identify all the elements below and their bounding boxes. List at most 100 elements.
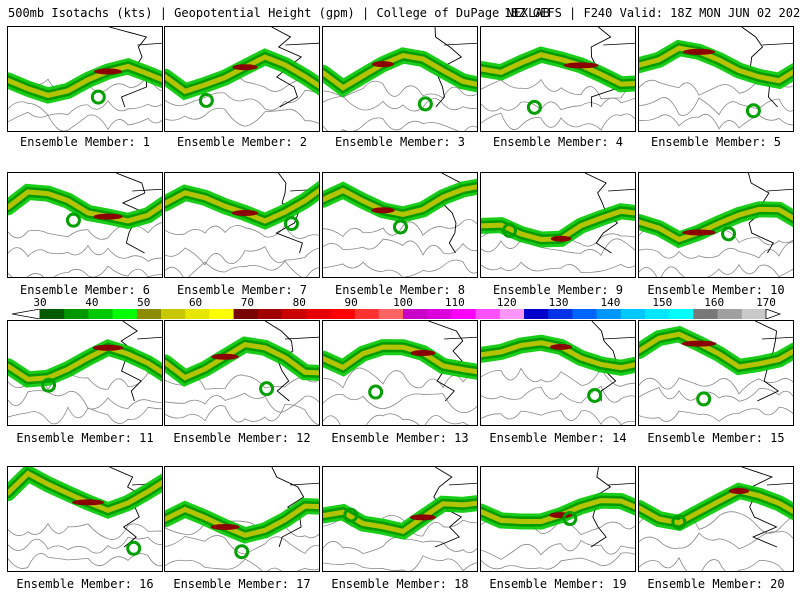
legend-tick-label: 40 — [85, 296, 99, 309]
height-contour — [8, 390, 162, 410]
ensemble-member-map — [638, 26, 794, 132]
border-line — [137, 42, 162, 46]
height-contour — [323, 117, 477, 131]
height-contour — [8, 222, 162, 240]
jet-band-inner — [639, 206, 793, 243]
ensemble-member-map — [322, 172, 478, 278]
closed-low-ring — [126, 540, 142, 556]
height-contour — [639, 114, 793, 130]
jet-core — [681, 340, 717, 347]
height-contour — [165, 90, 319, 111]
map-plot — [165, 467, 319, 571]
height-contour — [481, 539, 635, 560]
legend-left-arrow — [12, 309, 41, 319]
height-contour — [481, 78, 635, 99]
legend-color-swatch — [306, 309, 331, 319]
height-contour — [8, 244, 162, 262]
legend-color-swatch — [136, 309, 162, 319]
height-contour — [8, 111, 162, 131]
legend-tick-label: 170 — [756, 296, 776, 309]
jet-band-inner — [323, 500, 477, 534]
height-contour — [323, 95, 477, 112]
ensemble-member-map — [480, 172, 636, 278]
height-contour — [323, 259, 477, 277]
ensemble-member-map — [480, 26, 636, 132]
legend-tick-label: 140 — [600, 296, 621, 309]
map-plot — [165, 321, 319, 425]
ensemble-member-caption: Ensemble Member: 10 — [647, 283, 785, 297]
closed-low-ring — [393, 219, 409, 235]
ensemble-member-caption: Ensemble Member: 18 — [331, 577, 469, 591]
height-contour — [639, 97, 793, 116]
border-line — [766, 482, 793, 486]
ensemble-member-caption: Ensemble Member: 8 — [334, 283, 466, 297]
closed-low-ring — [65, 212, 81, 228]
ensemble-member-caption: Ensemble Member: 17 — [173, 577, 311, 591]
ensemble-member-map — [7, 26, 163, 132]
height-contour — [165, 535, 319, 555]
jet-core — [682, 48, 716, 55]
height-contour — [165, 558, 319, 571]
closed-low-ring — [502, 222, 518, 238]
map-plot — [639, 173, 793, 277]
legend-tick-label: 150 — [652, 296, 673, 309]
border-line — [603, 42, 635, 46]
map-plot — [481, 173, 635, 274]
height-contour — [639, 556, 793, 571]
ensemble-member-caption: Ensemble Member: 12 — [173, 431, 311, 445]
legend-color-swatch — [572, 309, 598, 319]
coastline — [271, 467, 305, 548]
ensemble-member-map — [638, 466, 794, 572]
map-plot — [8, 173, 162, 277]
legend-tick-label: 80 — [292, 296, 306, 309]
legend-tick-label: 160 — [704, 296, 725, 309]
legend-color-swatch — [354, 309, 380, 319]
height-contour — [165, 246, 319, 266]
map-plot — [165, 27, 319, 127]
legend-color-swatch — [161, 309, 186, 319]
jet-core — [94, 68, 122, 75]
border-line — [603, 336, 635, 340]
ensemble-member-map — [638, 172, 794, 278]
legend-tick-label: 60 — [188, 296, 203, 309]
ensemble-member-caption: Ensemble Member: 11 — [16, 431, 154, 445]
closed-low-ring — [671, 514, 687, 530]
height-contour — [8, 522, 162, 541]
legend-color-swatch — [596, 309, 622, 319]
closed-low-ring — [721, 226, 737, 242]
height-contour — [165, 107, 319, 127]
jet-core — [92, 344, 124, 351]
jet-core — [93, 213, 123, 220]
height-contour — [639, 241, 793, 259]
legend-tick-label: 90 — [344, 296, 358, 309]
legend-color-swatch — [524, 309, 549, 319]
border-line — [444, 336, 477, 340]
jet-core — [371, 207, 395, 214]
height-contour — [165, 224, 319, 239]
ensemble-member-map — [164, 320, 320, 426]
height-contour — [165, 520, 319, 539]
closed-low-ring — [283, 216, 299, 232]
map-plot — [481, 321, 635, 425]
jet-core — [210, 523, 240, 530]
ensemble-member-caption: Ensemble Member: 3 — [334, 135, 466, 149]
height-contour — [639, 531, 793, 550]
map-plot — [323, 27, 477, 131]
ensemble-member-caption: Ensemble Member: 7 — [176, 283, 308, 297]
legend-color-swatch — [669, 309, 694, 319]
closed-low-ring — [90, 89, 106, 105]
jet-core — [409, 514, 437, 521]
jet-band-inner — [8, 345, 162, 382]
jet-core — [550, 343, 572, 350]
jet-band-inner — [639, 331, 793, 370]
jet-band-inner — [323, 184, 477, 217]
ensemble-member-caption: Ensemble Member: 2 — [176, 135, 308, 149]
border-line — [608, 188, 635, 192]
jet-core — [232, 64, 258, 71]
border-line — [448, 482, 477, 486]
closed-low-ring — [368, 384, 384, 400]
legend-color-swatch — [378, 309, 404, 319]
closed-low-ring — [198, 92, 214, 108]
height-contour — [481, 385, 635, 404]
height-contour — [8, 406, 162, 425]
